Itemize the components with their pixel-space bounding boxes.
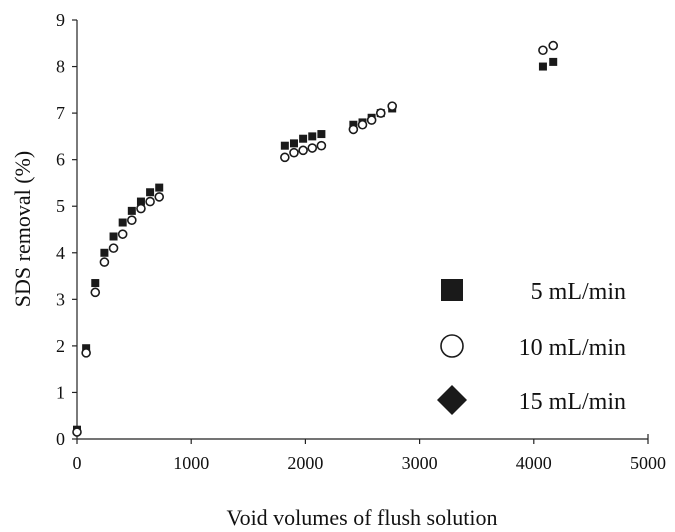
x-tick-label: 4000 xyxy=(516,453,552,473)
data-points xyxy=(72,40,559,437)
legend: 5 mL/min 10 mL/min 15 mL/min xyxy=(437,279,626,415)
y-tick-label: 7 xyxy=(56,103,65,123)
data-point-square xyxy=(308,132,317,141)
x-tick-label: 2000 xyxy=(287,453,323,473)
data-point-square xyxy=(127,206,136,215)
y-tick-label: 0 xyxy=(56,429,65,449)
data-point-circle xyxy=(316,140,327,151)
y-tick-label: 5 xyxy=(56,196,65,216)
data-point-square xyxy=(538,62,547,71)
data-point-square xyxy=(155,183,164,192)
data-point-square xyxy=(136,197,145,206)
data-point-square xyxy=(289,139,298,148)
data-point-square xyxy=(118,218,127,227)
x-tick-label: 3000 xyxy=(402,453,438,473)
data-point-square xyxy=(299,134,308,143)
y-tick-label: 6 xyxy=(56,150,65,170)
data-point-circle xyxy=(548,40,559,51)
legend-label: 15 mL/min xyxy=(519,389,626,415)
legend-marker-diamond xyxy=(437,385,467,415)
data-point-circle xyxy=(136,203,146,214)
data-point-circle xyxy=(99,257,110,267)
data-point-square xyxy=(549,57,558,66)
data-point-square xyxy=(280,141,289,150)
y-tick-label: 4 xyxy=(56,243,65,263)
data-point-circle xyxy=(366,115,377,125)
x-tick-label: 1000 xyxy=(173,453,209,473)
data-point-circle xyxy=(387,101,397,111)
y-tick-label: 8 xyxy=(56,57,65,77)
y-tick-label: 2 xyxy=(56,336,65,356)
data-point-circle xyxy=(375,108,386,118)
x-axis-label: Void volumes of flush solution xyxy=(227,505,498,530)
data-point-circle xyxy=(348,124,359,135)
data-point-circle xyxy=(108,243,119,253)
x-tick-label: 5000 xyxy=(630,453,666,473)
data-point-circle xyxy=(538,45,548,56)
data-point-square xyxy=(317,130,326,139)
data-point-square xyxy=(146,188,155,197)
data-point-circle xyxy=(81,348,91,358)
data-point-square xyxy=(109,232,118,241)
data-point-circle xyxy=(72,427,82,437)
data-point-circle xyxy=(289,147,299,158)
data-point-circle xyxy=(90,287,101,298)
data-point-circle xyxy=(127,215,137,225)
legend-marker-square xyxy=(441,279,463,301)
data-point-square xyxy=(91,279,100,288)
axes xyxy=(76,20,649,440)
y-axis-label: SDS removal (%) xyxy=(10,151,35,307)
ticks: 0 1 2 3 4 5 6 7 8 9 0 1000 2000 3000 4000 5000 xyxy=(56,10,666,473)
data-point-square xyxy=(100,248,109,257)
data-point-circle xyxy=(307,143,318,153)
data-point-circle xyxy=(280,152,290,163)
data-point-circle xyxy=(357,119,368,130)
y-tick-label: 1 xyxy=(56,382,65,402)
y-tick-label: 3 xyxy=(56,289,65,309)
data-point-circle xyxy=(154,192,165,202)
legend-label: 5 mL/min xyxy=(531,279,626,305)
y-tick-label: 9 xyxy=(56,10,65,30)
legend-marker-circle xyxy=(440,334,464,358)
data-point-circle xyxy=(145,196,155,207)
data-point-circle xyxy=(298,145,308,156)
x-tick-label: 0 xyxy=(73,453,82,473)
data-point-circle xyxy=(117,229,128,239)
legend-label: 10 mL/min xyxy=(519,335,626,361)
